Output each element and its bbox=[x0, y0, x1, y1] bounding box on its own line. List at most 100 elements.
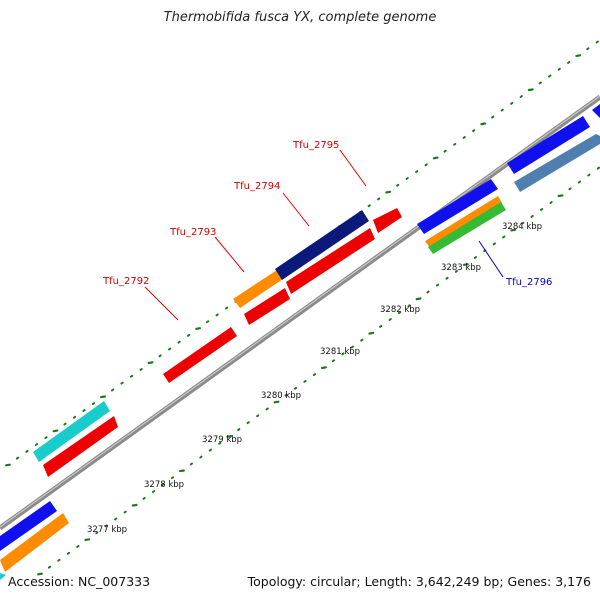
gene-red-arrow-2[interactable] bbox=[244, 288, 290, 325]
gene-tfu-2796-arrow[interactable] bbox=[428, 202, 506, 254]
outer-tick-15 bbox=[147, 361, 154, 365]
inner-tick-37 bbox=[388, 318, 392, 321]
inner-tick-17 bbox=[199, 455, 203, 459]
inner-tick-46 bbox=[473, 256, 477, 259]
inner-tick-39 bbox=[407, 304, 411, 308]
ruler-label-3277: 3277 kbp bbox=[87, 525, 127, 535]
outer-tick-46 bbox=[443, 149, 447, 153]
outer-tick-38 bbox=[367, 204, 371, 208]
inner-tick-22 bbox=[246, 421, 250, 425]
inner-tick-28 bbox=[303, 380, 307, 383]
inner-tick-53 bbox=[540, 208, 544, 211]
genome-backbone bbox=[0, 94, 600, 531]
inner-tick-2 bbox=[57, 558, 61, 562]
outer-tick-40 bbox=[385, 190, 392, 194]
leader-tfu-2794 bbox=[282, 192, 310, 227]
outer-tick-54 bbox=[519, 95, 523, 98]
leader-tfu-2792 bbox=[144, 286, 179, 321]
inner-tick-19 bbox=[218, 441, 222, 445]
accession-text: Accession: NC_007333 bbox=[8, 574, 151, 589]
inner-tick-4 bbox=[76, 545, 80, 548]
inner-tick-3 bbox=[66, 551, 70, 555]
outer-tick-9 bbox=[91, 402, 96, 405]
outer-tick-60 bbox=[575, 54, 582, 58]
inner-tick-56 bbox=[568, 187, 572, 191]
ruler-label-3284: 3284 kbp bbox=[502, 222, 542, 232]
leader-tfu-2796 bbox=[478, 240, 504, 278]
outer-tick-23 bbox=[225, 306, 229, 310]
inner-tick-9 bbox=[123, 510, 127, 514]
gene-tfu-2794-arrow[interactable] bbox=[275, 210, 369, 280]
inner-tick-1 bbox=[47, 565, 52, 569]
inner-tick-57 bbox=[577, 180, 582, 184]
outer-tick-43 bbox=[415, 170, 419, 173]
gene-label-tfu-2795[interactable]: Tfu_2795 bbox=[292, 140, 339, 151]
label-leaders bbox=[144, 149, 504, 321]
outer-tick-51 bbox=[491, 115, 495, 119]
genome-summary-text: Topology: circular; Length: 3,642,249 bp… bbox=[247, 574, 591, 589]
outer-tick-42 bbox=[405, 177, 409, 180]
outer-tick-4 bbox=[44, 436, 48, 440]
outer-tick-49 bbox=[472, 129, 476, 133]
inner-tick-50 bbox=[510, 228, 517, 232]
gene-features-reverse bbox=[0, 134, 600, 580]
inner-tick-25 bbox=[273, 400, 280, 404]
outer-tick-57 bbox=[548, 74, 552, 78]
gene-label-tfu-2793[interactable]: Tfu_2793 bbox=[169, 227, 216, 238]
gene-tfu-2795-arrow[interactable] bbox=[286, 228, 375, 294]
gene-red-arrow-3[interactable] bbox=[373, 208, 402, 233]
inner-tick-58 bbox=[587, 173, 591, 177]
inner-tick-38 bbox=[398, 311, 402, 315]
outer-tick-45 bbox=[432, 156, 439, 160]
inner-tick-6 bbox=[95, 531, 99, 535]
gene-steel-arrow[interactable] bbox=[514, 134, 600, 192]
outer-tick-62 bbox=[595, 40, 599, 44]
inner-tick-8 bbox=[114, 517, 118, 521]
gene-tfu-2793-arrow[interactable] bbox=[233, 270, 283, 308]
outer-tick-48 bbox=[462, 136, 466, 139]
gene-cyan-arrow[interactable] bbox=[33, 401, 110, 462]
gene-blue-upper-right-arrow[interactable] bbox=[507, 116, 590, 174]
outer-tick-7 bbox=[72, 415, 77, 419]
inner-tick-10 bbox=[131, 503, 138, 507]
inner-tick-14 bbox=[170, 476, 175, 480]
gene-orange-bottom-arrow[interactable] bbox=[0, 513, 69, 572]
inner-tick-27 bbox=[293, 386, 298, 390]
gene-label-tfu-2792[interactable]: Tfu_2792 bbox=[102, 276, 149, 287]
gene-red-arrow-1[interactable] bbox=[43, 416, 118, 477]
outer-tick-56 bbox=[538, 81, 542, 85]
outer-tick-20 bbox=[195, 327, 201, 330]
inner-tick-29 bbox=[312, 373, 317, 376]
inner-tick-52 bbox=[530, 214, 534, 218]
ruler-label-3281: 3281 kbp bbox=[320, 347, 360, 357]
inner-tick-41 bbox=[426, 290, 430, 294]
ruler-label-3280: 3280 kbp bbox=[261, 391, 301, 401]
gene-orange-arrow[interactable] bbox=[425, 196, 502, 248]
inner-tick-26 bbox=[284, 393, 288, 397]
gene-blue-upper-arrow[interactable] bbox=[417, 179, 498, 234]
outer-tick-61 bbox=[586, 47, 590, 51]
gene-tfu-2792-arrow[interactable] bbox=[163, 327, 237, 383]
gene-blue-bottom-arrow[interactable] bbox=[0, 501, 57, 551]
outer-tick-8 bbox=[82, 409, 86, 412]
outer-tick-2 bbox=[25, 449, 29, 453]
inner-tick-16 bbox=[189, 462, 193, 466]
outer-tick-22 bbox=[215, 313, 219, 317]
inner-tick-32 bbox=[341, 352, 345, 356]
gene-blue-corner-arrow[interactable] bbox=[592, 104, 600, 118]
outer-tick-19 bbox=[187, 333, 191, 337]
inner-tick-23 bbox=[256, 414, 260, 418]
gene-label-tfu-2794[interactable]: Tfu_2794 bbox=[233, 181, 280, 192]
inner-tick-51 bbox=[521, 221, 525, 225]
outer-tick-17 bbox=[168, 347, 172, 351]
outer-tick-12 bbox=[120, 381, 124, 385]
inner-tick-34 bbox=[360, 338, 364, 342]
outer-tick-11 bbox=[110, 388, 115, 392]
inner-tick-31 bbox=[331, 359, 335, 363]
inner-tick-35 bbox=[368, 331, 375, 335]
outer-tick-44 bbox=[424, 163, 428, 167]
gene-cyan-corner[interactable] bbox=[0, 573, 6, 580]
leader-tfu-2793 bbox=[214, 236, 245, 273]
gene-label-tfu-2796[interactable]: Tfu_2796 bbox=[505, 277, 552, 288]
